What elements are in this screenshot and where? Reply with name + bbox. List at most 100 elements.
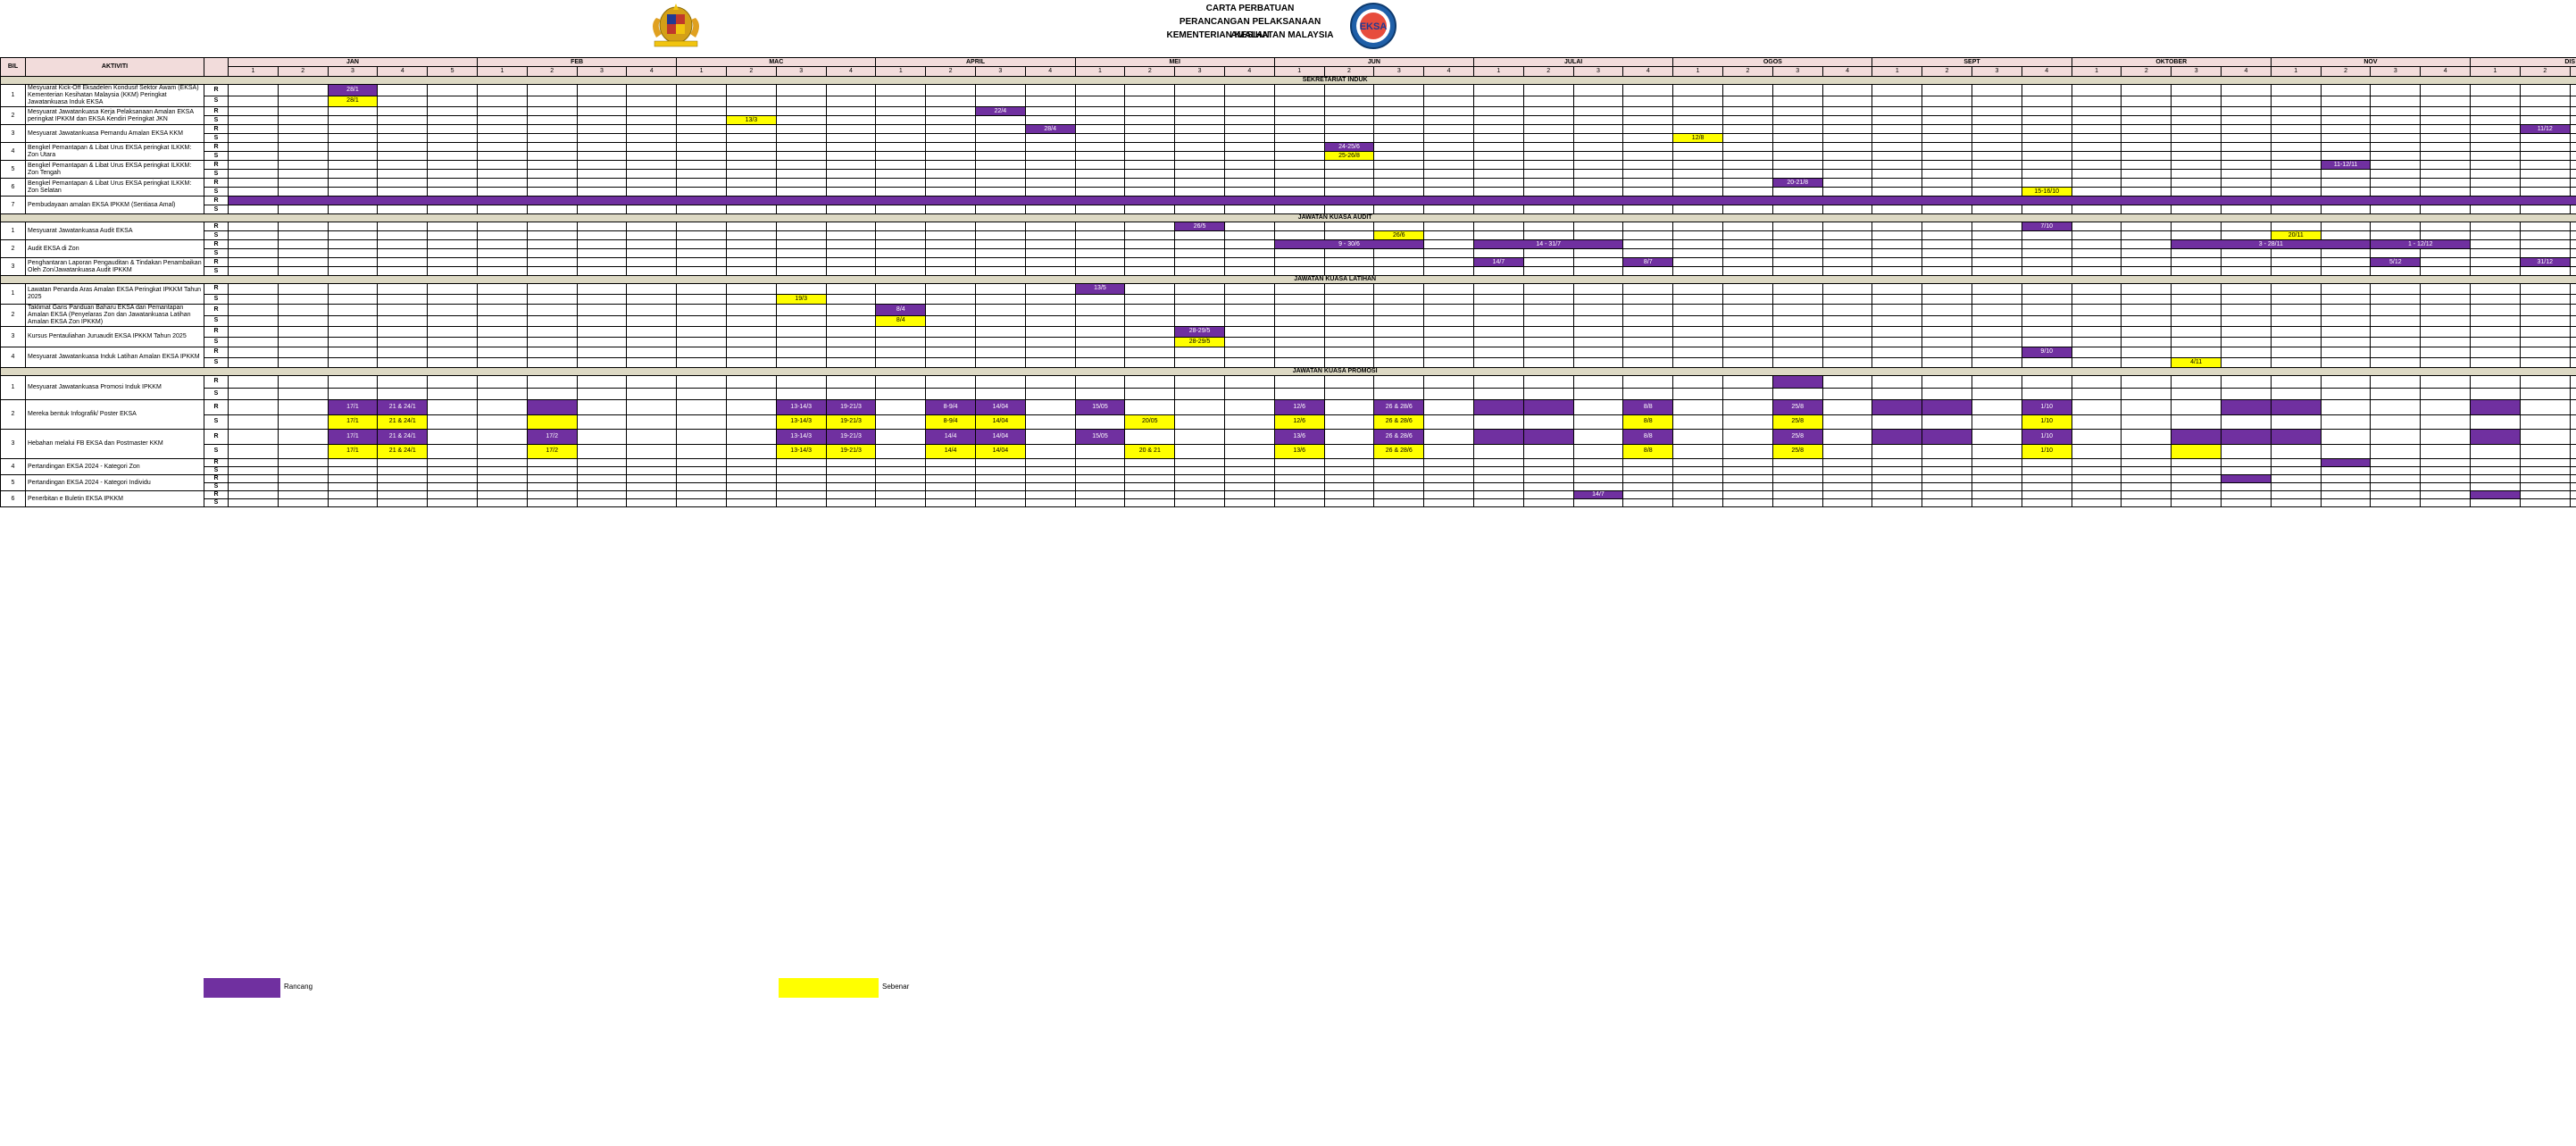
plan-bar: 14/7 (1472, 257, 1524, 267)
week-cell (1972, 222, 2022, 231)
week-cell (1622, 142, 1674, 152)
activity-row-actual: S 26/6 20/11 (1, 230, 2576, 240)
week-cell (1323, 205, 1375, 214)
week-header: 3 (2569, 66, 2576, 77)
week-cell (1522, 490, 1574, 499)
week-cell (2171, 266, 2222, 276)
week-cell (1972, 142, 2022, 152)
actual-bar: 8-9/4 (925, 414, 976, 430)
week-cell (1672, 257, 1724, 267)
week-cell (1572, 115, 1624, 125)
week-cell (2320, 387, 2372, 400)
week-cell (1074, 482, 1126, 491)
week-cell (1472, 115, 1524, 125)
week-cell (1622, 160, 1674, 170)
week-cell (576, 443, 628, 459)
week-cell (1572, 326, 1624, 338)
week-cell (725, 248, 777, 258)
week-cell (676, 293, 727, 305)
week-cell (1822, 160, 1873, 170)
week-cell (1074, 443, 1126, 459)
week-cell (1922, 347, 1973, 358)
week-cell (377, 326, 429, 338)
week-cell (974, 151, 1026, 161)
week-cell (2320, 133, 2372, 143)
week-cell (277, 95, 329, 107)
week-cell (676, 304, 727, 316)
legend-swatch-plan (204, 978, 280, 998)
week-cell (626, 124, 678, 134)
week-cell (1972, 429, 2022, 445)
week-cell (1223, 474, 1275, 483)
week-cell (974, 347, 1026, 358)
week-cell (1922, 133, 1973, 143)
week-cell (1572, 95, 1624, 107)
week-cell (526, 347, 578, 358)
week-cell (1423, 257, 1474, 267)
week-cell (1872, 482, 1923, 491)
row-type-label: R (204, 106, 229, 116)
section-title: JAWATAN KUASA PROMOSI (0, 367, 2576, 376)
week-cell (1972, 347, 2022, 358)
week-cell (925, 205, 976, 214)
week-cell (775, 474, 827, 483)
week-cell (2171, 304, 2222, 316)
week-cell (228, 293, 279, 305)
week-cell (277, 187, 329, 197)
week-cell (1223, 205, 1275, 214)
week-cell (1822, 304, 1873, 316)
week-cell (2420, 490, 2472, 499)
plan-bar (1872, 429, 1923, 445)
week-cell (1522, 142, 1574, 152)
week-cell (1273, 314, 1325, 327)
week-cell (1622, 248, 1674, 258)
week-cell (1972, 399, 2022, 415)
week-cell (1423, 142, 1474, 152)
week-cell (2320, 293, 2372, 305)
week-cell (925, 387, 976, 400)
week-header: 3 (327, 66, 379, 77)
week-cell (2519, 336, 2571, 347)
week-cell (2320, 466, 2372, 475)
week-cell (2320, 84, 2372, 96)
week-cell (1572, 106, 1624, 116)
week-cell (1423, 474, 1474, 483)
week-cell (1972, 248, 2022, 258)
week-cell (1472, 458, 1524, 467)
week-cell (1223, 178, 1275, 188)
week-cell (1872, 178, 1923, 188)
week-cell (277, 429, 329, 445)
week-cell (477, 375, 528, 389)
plan-bar: 14/04 (974, 429, 1026, 445)
week-header: 3 (576, 66, 628, 77)
week-cell (1672, 178, 1724, 188)
week-cell (974, 458, 1026, 467)
week-cell (2569, 160, 2576, 170)
week-cell (1024, 95, 1076, 107)
week-cell (2121, 414, 2172, 430)
week-cell (1972, 230, 2022, 240)
week-cell (1972, 498, 2022, 507)
week-cell (2370, 443, 2422, 459)
week-cell (2470, 178, 2521, 188)
week-cell (1722, 304, 1773, 316)
week-cell (1423, 283, 1474, 295)
actual-bar: 8/8 (1622, 414, 1674, 430)
week-cell (1472, 498, 1524, 507)
week-cell (1323, 257, 1375, 267)
week-cell (875, 230, 927, 240)
week-cell (1772, 205, 1823, 214)
week-cell (1522, 222, 1574, 231)
week-cell (1223, 498, 1275, 507)
week-cell (228, 230, 279, 240)
week-cell (1223, 304, 1275, 316)
activity-row-plan: 1 Lawatan Penanda Aras Amalan EKSA Pering… (0, 283, 2576, 305)
week-cell (676, 124, 727, 134)
week-cell (676, 482, 727, 491)
row-type-label: S (204, 498, 229, 507)
week-cell (825, 474, 877, 483)
week-cell (2470, 115, 2521, 125)
week-cell (277, 356, 329, 368)
week-cell (1472, 490, 1524, 499)
row-type-label: R (204, 304, 229, 316)
